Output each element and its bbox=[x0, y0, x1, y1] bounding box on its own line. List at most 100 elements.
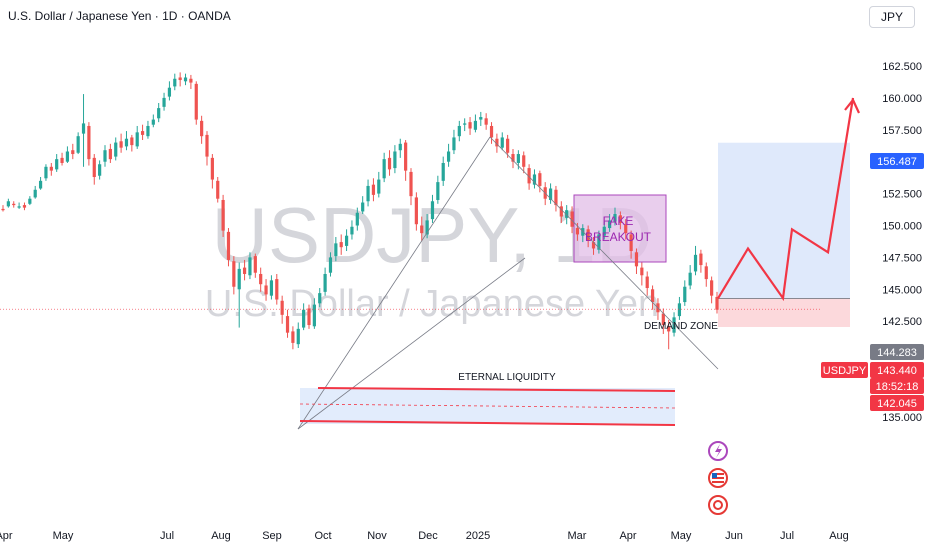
candle-body bbox=[307, 308, 311, 326]
candle-body bbox=[683, 286, 687, 303]
x-tick-label: Jul bbox=[160, 530, 174, 542]
candle-body bbox=[522, 155, 526, 167]
candle-body bbox=[259, 273, 263, 285]
candle-body bbox=[264, 285, 268, 295]
candle-body bbox=[334, 243, 338, 257]
candle-body bbox=[248, 257, 252, 276]
candle-body bbox=[232, 261, 236, 287]
candle-body bbox=[98, 164, 102, 176]
trend-line-down bbox=[489, 136, 719, 370]
candle-body bbox=[200, 120, 204, 137]
candle-body bbox=[715, 296, 719, 310]
candle-body bbox=[344, 235, 349, 246]
candle-body bbox=[693, 254, 698, 272]
candle-body bbox=[650, 289, 655, 303]
candle-body bbox=[436, 182, 440, 200]
candle-body bbox=[699, 253, 703, 266]
candle-body bbox=[275, 279, 279, 300]
candle-body bbox=[425, 220, 429, 235]
candle-body bbox=[548, 188, 553, 200]
candle-body bbox=[124, 138, 129, 147]
us-flag-event-icon[interactable] bbox=[708, 468, 728, 488]
candle-body bbox=[328, 257, 333, 273]
y-tick-label: 142.500 bbox=[882, 316, 922, 328]
liquidity-top-line bbox=[317, 387, 676, 392]
candle-body bbox=[618, 215, 622, 223]
candle-body bbox=[12, 203, 16, 206]
candle-body bbox=[575, 228, 580, 235]
candle-body bbox=[532, 174, 537, 185]
candle-body bbox=[162, 97, 166, 107]
candle-body bbox=[92, 157, 96, 178]
candle-body bbox=[677, 303, 682, 317]
candle-body bbox=[489, 125, 494, 138]
candle-body bbox=[613, 214, 617, 222]
price-labels-layer: 156.487 144.283 USDJPY 143.440 18:52:18 142.0… bbox=[821, 153, 924, 411]
x-tick-label: Dec bbox=[418, 530, 438, 542]
trend-line-inner bbox=[297, 257, 526, 430]
candle-body bbox=[312, 304, 316, 327]
candle-body bbox=[38, 180, 43, 189]
x-tick-label: Aug bbox=[829, 530, 849, 542]
candle-body bbox=[49, 166, 53, 171]
candle-body bbox=[189, 78, 193, 83]
candle-body bbox=[87, 125, 91, 160]
candle-body bbox=[302, 309, 306, 328]
candle-body bbox=[103, 150, 107, 162]
candle-body bbox=[140, 131, 145, 135]
flash-event-icon[interactable] bbox=[708, 441, 728, 461]
candle-body bbox=[586, 229, 590, 241]
candle-body bbox=[409, 171, 413, 197]
projection-arrowhead bbox=[844, 97, 860, 114]
candle-body bbox=[183, 77, 188, 82]
candle-body bbox=[22, 205, 27, 208]
candle-body bbox=[253, 256, 257, 273]
candle-body bbox=[242, 267, 247, 274]
fake-breakout-line1: FAKE bbox=[603, 214, 634, 228]
candle-body bbox=[377, 179, 381, 194]
candle-body bbox=[205, 134, 209, 157]
drawings-layer bbox=[0, 97, 860, 430]
candles-layer bbox=[1, 72, 719, 350]
candle-body bbox=[226, 231, 231, 260]
candle-body bbox=[597, 234, 601, 250]
candle-body bbox=[355, 212, 359, 226]
candle-body bbox=[119, 141, 123, 148]
chart-title: U.S. Dollar / Japanese Yen · 1D · OANDA bbox=[8, 9, 231, 23]
candle-body bbox=[151, 119, 155, 125]
candle-body bbox=[323, 273, 327, 292]
dividend-event-icon[interactable] bbox=[708, 495, 728, 515]
liquidity-mid-line bbox=[299, 403, 676, 409]
candle-body bbox=[473, 120, 478, 130]
candle-body bbox=[570, 211, 574, 227]
candle-body bbox=[6, 201, 10, 207]
price-label-countdown: 18:52:18 bbox=[876, 381, 919, 393]
candle-body bbox=[371, 184, 376, 195]
candle-body bbox=[269, 280, 274, 296]
candle-body bbox=[76, 136, 80, 153]
candle-body bbox=[484, 118, 488, 125]
y-tick-label: 150.000 bbox=[882, 221, 922, 233]
candle-body bbox=[221, 199, 225, 231]
candle-body bbox=[624, 224, 628, 234]
x-tick-label: May bbox=[53, 530, 74, 542]
y-tick-label: 162.500 bbox=[882, 61, 922, 73]
candle-body bbox=[559, 206, 563, 217]
candle-body bbox=[645, 276, 649, 289]
candle-body bbox=[216, 180, 220, 199]
candle-body bbox=[404, 142, 408, 171]
x-tick-label: Sep bbox=[262, 530, 282, 542]
y-tick-label: 160.000 bbox=[882, 93, 922, 105]
candle-body bbox=[350, 226, 354, 235]
currency-button[interactable]: JPY bbox=[869, 6, 915, 28]
price-label-bg bbox=[870, 378, 924, 394]
candle-body bbox=[602, 226, 606, 236]
y-tick-label: 157.500 bbox=[882, 125, 922, 137]
candle-body bbox=[554, 189, 558, 206]
candle-body bbox=[527, 168, 531, 184]
candle-body bbox=[387, 157, 392, 170]
candle-body bbox=[468, 122, 472, 129]
candle-body bbox=[114, 142, 118, 157]
